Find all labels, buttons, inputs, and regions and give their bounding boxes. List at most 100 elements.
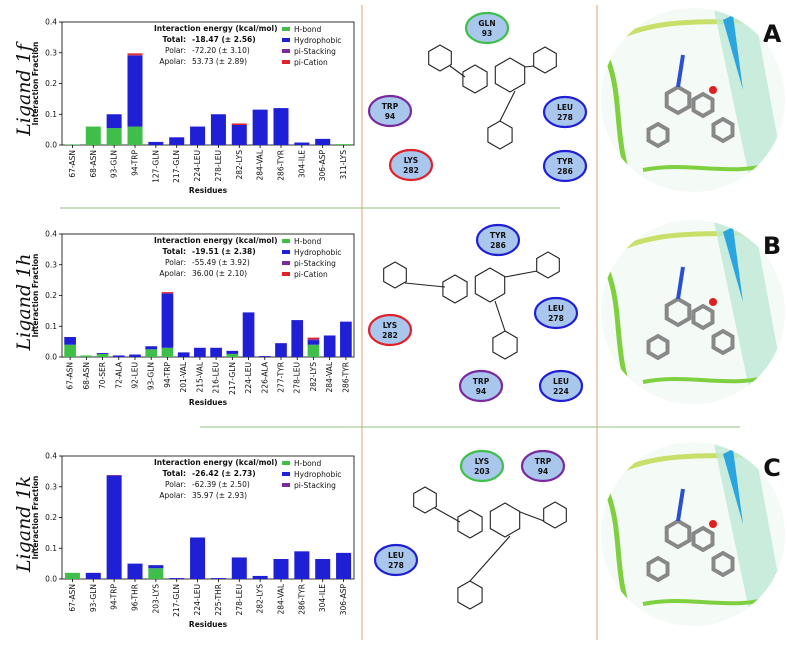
- x-tick-label: 203-LYS: [151, 584, 160, 614]
- x-tick-label: 278-LEU: [235, 584, 244, 615]
- x-tick-label: 306-ASP: [318, 150, 327, 182]
- bar-segment: [231, 557, 247, 579]
- legend-label: H-bond: [294, 237, 321, 246]
- residue-bubble: [475, 223, 521, 257]
- bar-segment: [127, 53, 143, 55]
- y-axis-label: Interaction Fraction: [31, 476, 40, 560]
- bar-segment: [226, 353, 239, 357]
- legend-label: H-bond: [294, 25, 321, 34]
- bar-segment: [127, 55, 143, 127]
- bar-segment: [323, 335, 336, 357]
- residue-name: LEU: [388, 551, 404, 560]
- molecule-ring: [492, 330, 518, 360]
- annotation-label: Total:: [163, 469, 187, 478]
- molecule-ring: [533, 46, 557, 74]
- residue-bubble: [367, 313, 413, 347]
- legend-swatch: [282, 472, 290, 476]
- bar-segment: [294, 551, 310, 579]
- ligand-label: Ligand 1f: [13, 41, 35, 137]
- legend-swatch: [282, 38, 290, 42]
- bar-segment: [231, 125, 247, 145]
- x-tick-label: 201-VAL: [179, 361, 188, 392]
- legend-label: pi-Stacking: [294, 259, 336, 268]
- bar-segment: [106, 128, 122, 145]
- legend-swatch: [282, 272, 290, 276]
- ligand-ring: [646, 121, 670, 149]
- x-tick-label: 284-VAL: [256, 149, 265, 180]
- annotation-label: Total:: [163, 35, 187, 44]
- molecule-bond: [504, 270, 538, 278]
- x-tick-label: 224-LEU: [193, 584, 202, 615]
- annotation-value: -55.49 (± 3.92): [192, 258, 250, 267]
- residue-number: 94: [385, 112, 395, 121]
- x-tick-label: 286-TYR: [341, 362, 350, 393]
- legend-label: Hydrophobic: [294, 470, 341, 479]
- ligand-ring: [691, 91, 715, 119]
- ligand-ring: [711, 550, 735, 578]
- y-tick-label: 0.1: [45, 322, 57, 331]
- ribbon: [723, 449, 743, 524]
- ligand-ring: [646, 555, 670, 583]
- bar-segment: [161, 347, 174, 357]
- ligand-bond: [676, 54, 685, 88]
- residue-bubble: [373, 543, 419, 577]
- residue-bubble: [459, 449, 505, 483]
- bar-segment: [64, 344, 76, 357]
- residue-number: 282: [382, 331, 398, 340]
- residue-name: LYS: [475, 457, 489, 466]
- bar-segment: [315, 559, 331, 579]
- bar-segment: [340, 321, 352, 357]
- ligand-bond: [676, 488, 685, 522]
- ribbon: [713, 442, 785, 626]
- legend-label: Hydrophobic: [294, 36, 341, 45]
- y-tick-label: 0.3: [45, 482, 57, 491]
- molecule-ring: [487, 120, 513, 150]
- residue-name: GLN: [478, 19, 495, 28]
- y-tick-label: 0.2: [45, 513, 57, 522]
- residue-number: 278: [548, 314, 564, 323]
- residue-name: LEU: [553, 377, 569, 386]
- x-tick-label: 93-GLN: [110, 150, 119, 178]
- residue-number: 286: [490, 241, 506, 250]
- bar-segment: [252, 575, 268, 579]
- molecule-bond: [404, 282, 446, 288]
- x-tick-label: 277-TYR: [277, 362, 286, 393]
- x-tick-label: 284-VAL: [325, 361, 334, 392]
- y-tick-label: 0.0: [45, 575, 57, 584]
- bar-segment: [106, 475, 122, 476]
- ligand-atom: [709, 86, 717, 94]
- x-tick-label: 68-ASN: [82, 362, 91, 390]
- bar-segment: [307, 339, 320, 341]
- bar-segment: [145, 346, 158, 350]
- residue-name: LEU: [557, 103, 573, 112]
- annotation-label: Apolar:: [159, 57, 186, 66]
- residue-name: TRP: [382, 102, 399, 111]
- molecule-ring: [494, 57, 526, 93]
- ribbon: [723, 227, 743, 302]
- molecule-ring: [462, 64, 488, 94]
- residue-number: 286: [557, 167, 573, 176]
- bar-segment: [127, 563, 143, 579]
- ligand-label: Ligand 1k: [13, 476, 35, 573]
- x-tick-label: 224-LEU: [244, 362, 253, 393]
- residue-number: 93: [482, 29, 492, 38]
- bar-segment: [169, 578, 185, 579]
- legend-label: pi-Stacking: [294, 47, 336, 56]
- annotation-label: Apolar:: [159, 269, 186, 278]
- ligand-ring: [664, 296, 692, 328]
- bar-segment: [64, 337, 76, 345]
- bar-segment: [148, 565, 164, 569]
- y-tick-label: 0.3: [45, 48, 57, 57]
- legend-swatch: [282, 261, 290, 265]
- legend-label: Hydrophobic: [294, 248, 341, 257]
- x-tick-label: 67-ASN: [68, 584, 77, 612]
- annotation-label: Total:: [163, 247, 187, 256]
- x-tick-label: 306-ASP: [339, 584, 348, 616]
- annotation-value: -19.51 (± 2.38): [192, 247, 256, 256]
- x-tick-label: 224-LEU: [193, 150, 202, 181]
- bar-segment: [242, 312, 255, 357]
- y-tick-label: 0.4: [45, 18, 57, 27]
- bar-segment: [106, 114, 122, 129]
- legend-label: H-bond: [294, 459, 321, 468]
- bar-segment: [161, 293, 174, 348]
